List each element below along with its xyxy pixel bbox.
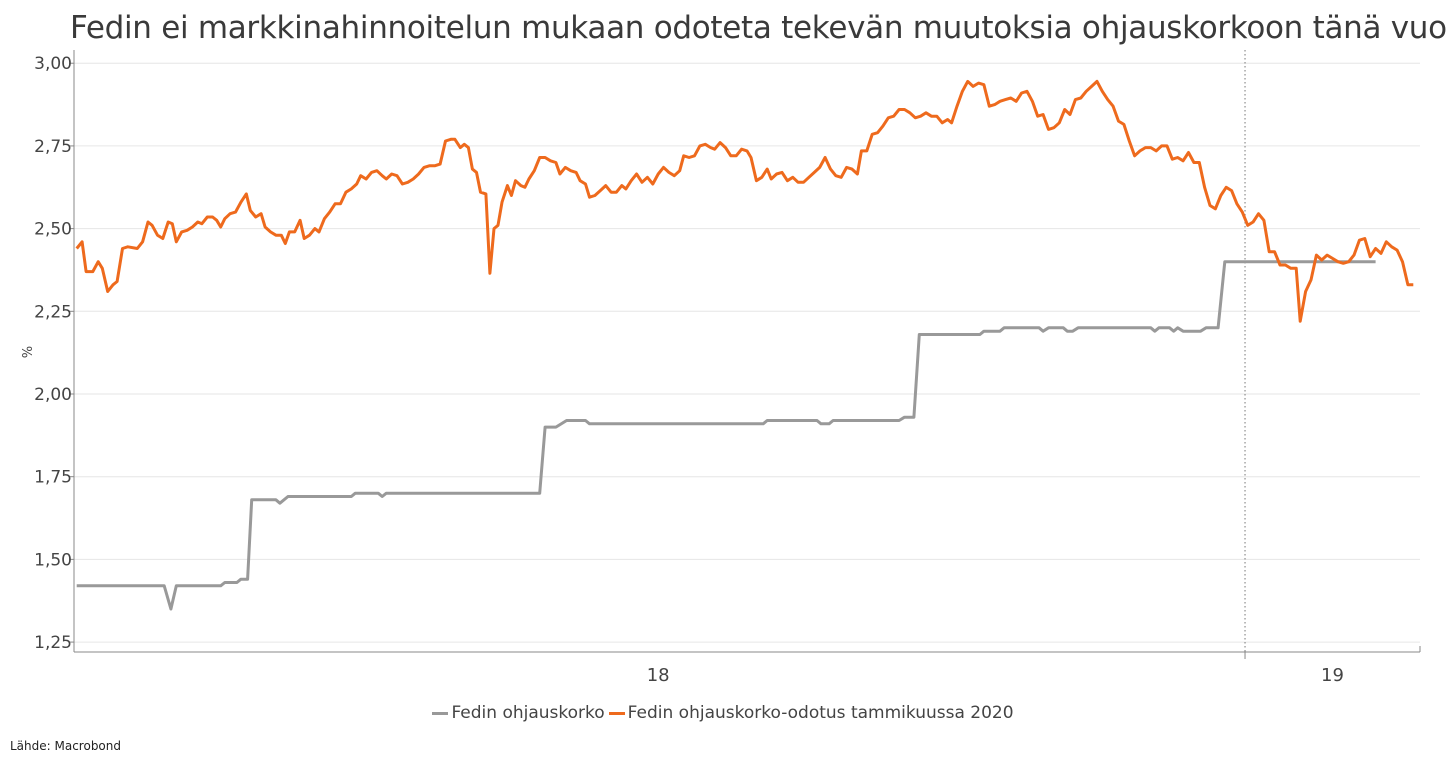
y-tick-label: 1,25 — [34, 633, 72, 653]
y-axis-label: % — [18, 346, 33, 358]
y-tick-label: 2,25 — [34, 302, 72, 322]
y-axis: 1,25 1,50 1,75 2,00 2,25 2,50 2,75 3,00 — [34, 50, 75, 653]
series-line-2 — [75, 79, 1414, 323]
x-tick-label: 18 — [647, 665, 670, 686]
legend-swatch — [432, 711, 449, 715]
legend-label: Fedin ohjauskorko — [451, 703, 605, 723]
series-lines — [75, 79, 1414, 611]
source-note: Lähde: Macrobond — [10, 739, 121, 753]
gridlines — [74, 62, 1420, 643]
legend-label: Fedin ohjauskorko-odotus tammikuussa 202… — [627, 703, 1014, 723]
y-tick-label: 1,75 — [34, 468, 72, 488]
y-tick-label: 2,75 — [34, 137, 72, 157]
y-tick-label: 2,50 — [34, 220, 72, 240]
y-tick-label: 2,00 — [34, 385, 72, 405]
legend-item: Fedin ohjauskorko-odotus tammikuussa 202… — [608, 703, 1014, 723]
legend-swatch — [608, 711, 625, 715]
x-tick-label: 19 — [1321, 665, 1344, 686]
legend: Fedin ohjauskorko Fedin ohjauskorko-odotu… — [0, 703, 1446, 723]
series-line-1 — [76, 260, 1376, 611]
y-tick-label: 3,00 — [34, 54, 72, 74]
y-tick-label: 1,50 — [34, 550, 72, 570]
chart-title: Fedin ei markkinahinnoitelun mukaan odot… — [70, 10, 1446, 46]
x-axis: 18 19 — [74, 646, 1421, 686]
legend-item: Fedin ohjauskorko — [432, 703, 605, 723]
